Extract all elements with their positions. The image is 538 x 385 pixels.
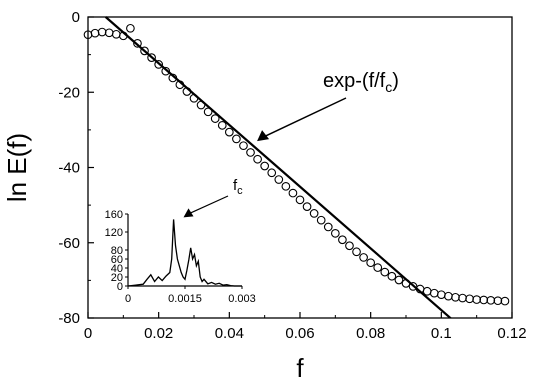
- data-point: [338, 235, 347, 245]
- data-point: [444, 291, 453, 301]
- x-tick-label: 0.12: [497, 325, 526, 342]
- data-point: [380, 267, 390, 277]
- inset-y-tick-label: 20: [111, 272, 123, 284]
- annotation-arrowhead: [257, 130, 270, 142]
- x-tick-label: 0.06: [285, 325, 314, 342]
- x-tick-label: 0.1: [431, 325, 452, 342]
- data-point: [323, 222, 333, 232]
- data-point: [140, 46, 149, 56]
- data-point: [479, 295, 489, 305]
- data-point: [302, 202, 312, 211]
- y-axis-title: ln E(f): [2, 133, 32, 202]
- x-tick-label: 0.02: [144, 325, 173, 342]
- data-point: [126, 23, 135, 33]
- data-point: [168, 73, 178, 83]
- inset-annotation-arrow: [189, 195, 229, 214]
- data-point: [422, 286, 432, 296]
- data-point: [246, 148, 255, 157]
- data-point: [182, 87, 192, 96]
- data-point: [161, 66, 171, 76]
- data-point: [472, 295, 482, 304]
- inset-y-tick-label: 120: [105, 227, 123, 239]
- fit-line: [104, 16, 453, 318]
- data-point: [366, 258, 376, 268]
- data-point: [288, 188, 298, 198]
- inset-y-tick-label: 0: [117, 281, 123, 293]
- data-point: [133, 38, 142, 48]
- data-point: [387, 271, 397, 281]
- data-point: [493, 296, 503, 306]
- data-point: [436, 290, 446, 300]
- x-tick-label: 0: [84, 325, 92, 342]
- data-point: [267, 168, 277, 178]
- inset-x-tick-label: 0.003: [228, 293, 256, 305]
- data-point: [295, 195, 305, 205]
- data-point: [118, 31, 128, 41]
- data-point: [345, 241, 354, 251]
- data-point: [210, 114, 220, 123]
- inset-annotation-label: fc: [233, 177, 243, 197]
- inset-y-tick-label: 80: [111, 245, 123, 257]
- data-point: [90, 28, 100, 38]
- inset-y-tick-label: 160: [105, 209, 123, 221]
- inset-x-tick-label: 0.0015: [168, 293, 202, 305]
- data-point: [175, 80, 185, 90]
- data-point: [281, 181, 291, 191]
- inset-x-tick-label: 0: [125, 293, 131, 305]
- plot-frame: [87, 16, 513, 319]
- y-tick-label: -80: [58, 310, 80, 327]
- data-point: [352, 247, 361, 257]
- data-point: [217, 121, 227, 130]
- data-point: [147, 53, 156, 62]
- data-point: [97, 27, 107, 37]
- data-point: [274, 175, 284, 184]
- inset-y-tick-label: 60: [111, 254, 123, 266]
- main-plot: 0 0.02 0.04 0.06 0.08 0.1 0.12 0 -20 -40 -60 -80 f ln…: [2, 9, 527, 383]
- data-point: [486, 295, 496, 305]
- y-tick-label: -60: [58, 235, 80, 252]
- data-point: [196, 100, 206, 110]
- data-point: [203, 107, 213, 117]
- inset-annotation-arrowhead: [183, 208, 194, 218]
- data-point: [458, 293, 467, 303]
- data-point: [309, 209, 319, 218]
- data-point: [359, 253, 368, 262]
- inset-spectrum-line: [127, 219, 242, 287]
- y-tick-label: 0: [72, 9, 80, 26]
- inset-y-tick-label: 40: [111, 263, 123, 275]
- data-point: [373, 263, 383, 272]
- data-point: [394, 275, 404, 285]
- data-point: [401, 279, 411, 288]
- annotation-label: exp-(f/fc): [323, 70, 399, 95]
- x-axis-title: f: [296, 353, 304, 383]
- data-point: [189, 93, 199, 103]
- data-point: [111, 29, 121, 39]
- annotation-arrow: [262, 97, 347, 138]
- data-point: [260, 161, 270, 171]
- data-point: [500, 296, 510, 306]
- data-point: [239, 141, 248, 151]
- data-point: [316, 215, 326, 225]
- data-point: [224, 127, 234, 137]
- x-tick-label: 0.04: [215, 325, 244, 342]
- data-point: [451, 292, 460, 302]
- data-point: [253, 154, 262, 164]
- data-point: [104, 28, 114, 38]
- data-point: [429, 288, 439, 298]
- x-tick-label: 0.08: [356, 325, 385, 342]
- data-point: [232, 134, 241, 144]
- y-tick-label: -20: [58, 84, 80, 101]
- data-point: [154, 60, 164, 69]
- y-tick-label: -40: [58, 160, 80, 177]
- data-point: [330, 228, 340, 238]
- data-point: [465, 294, 474, 304]
